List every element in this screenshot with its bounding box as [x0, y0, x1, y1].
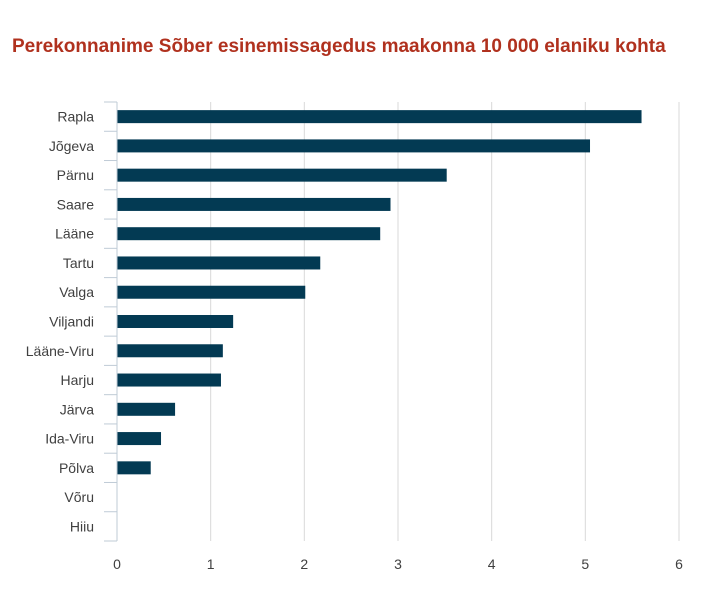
category-label: Võru [64, 489, 94, 505]
x-tick-label: 1 [207, 556, 215, 572]
x-tick-label: 0 [113, 556, 121, 572]
bars [117, 110, 642, 475]
bar-jõgeva [117, 139, 591, 153]
category-label: Saare [57, 196, 95, 212]
bar-lääne-viru [117, 344, 223, 358]
bar-viljandi [117, 315, 234, 328]
category-label: Järva [60, 401, 94, 417]
x-tick-label: 3 [394, 556, 402, 572]
bar-tartu [117, 256, 321, 270]
category-label: Lääne-Viru [26, 343, 94, 359]
x-tick-label: 6 [675, 556, 683, 572]
x-tick-label: 5 [581, 556, 589, 572]
bar-lääne [117, 227, 381, 241]
bar-valga [117, 285, 306, 299]
x-tick-labels: 0 1 2 3 4 5 6 [113, 556, 683, 572]
bar-pärnu [117, 168, 447, 182]
bar-harju [117, 373, 221, 387]
x-tick-label: 2 [300, 556, 308, 572]
category-label: Põlva [59, 460, 94, 476]
category-label: Tartu [63, 255, 94, 271]
category-label: Viljandi [49, 314, 94, 330]
category-label: Lääne [55, 226, 94, 242]
bar-ida-viru [117, 432, 162, 446]
category-label: Pärnu [57, 167, 94, 183]
category-label: Valga [59, 284, 94, 300]
category-label: Hiiu [70, 518, 94, 534]
category-label: Ida-Viru [45, 431, 94, 447]
bar-saare [117, 197, 391, 211]
bar-põlva [117, 461, 151, 475]
gridlines [210, 102, 680, 541]
y-axis [104, 101, 118, 542]
category-label: Harju [61, 372, 94, 388]
bar-rapla [117, 110, 642, 124]
bar-järva [117, 402, 176, 416]
category-labels: Rapla Jõgeva Pärnu Saare Lääne Tartu Valga Vilj… [26, 109, 94, 535]
category-label: Rapla [57, 109, 94, 125]
category-label: Jõgeva [49, 138, 94, 154]
chart-title: Perekonnanime Sõber esinemissagedus maak… [12, 36, 666, 57]
x-tick-label: 4 [488, 556, 496, 572]
